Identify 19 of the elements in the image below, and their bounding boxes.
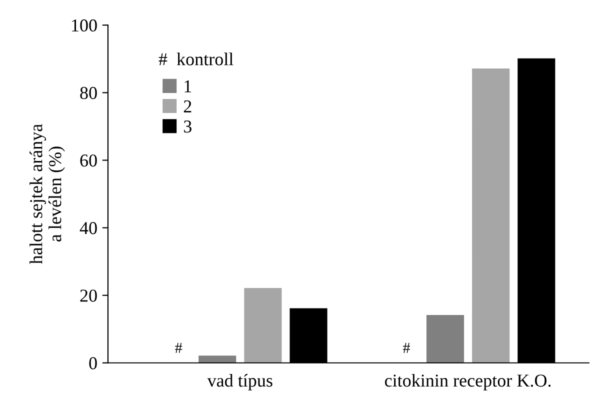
- y-tick-label: 80: [80, 86, 97, 100]
- legend-label: 2: [184, 100, 192, 112]
- x-tick-label: vad típus: [207, 374, 272, 390]
- y-tick-label: 0: [89, 357, 97, 370]
- legend-label: 3: [184, 120, 192, 133]
- y-tick-label: 20: [80, 290, 97, 302]
- legend-label: 1: [184, 80, 192, 92]
- y-axis-title: halott sejtek aránya a levélen (%): [30, 124, 65, 264]
- annotation: #: [175, 342, 182, 353]
- bar: [426, 315, 464, 363]
- annotation: # kontroll: [158, 52, 234, 66]
- y-tick-label: 60: [80, 154, 97, 167]
- y-tick-label: 100: [72, 19, 97, 32]
- annotation: #: [402, 342, 410, 353]
- bar: [198, 356, 236, 363]
- y-tick-label: 40: [80, 222, 97, 234]
- x-tick-label: citokinin receptor K.O.: [384, 374, 551, 390]
- bar: [244, 288, 282, 363]
- bar: [472, 68, 510, 363]
